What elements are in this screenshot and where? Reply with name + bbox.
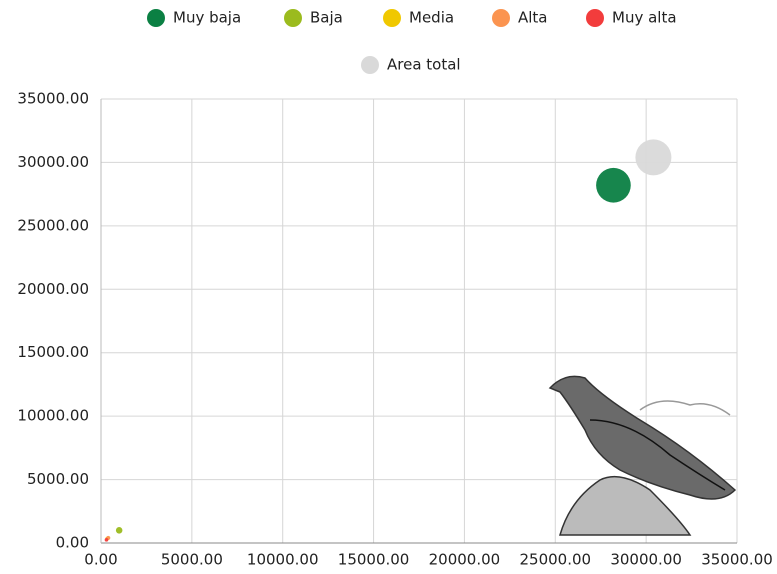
y-tick-label: 10000.00 xyxy=(17,407,89,425)
legend-swatch xyxy=(147,9,165,27)
bubble xyxy=(635,139,672,176)
x-tick-label: 5000.00 xyxy=(161,551,223,569)
bubble xyxy=(104,538,109,542)
legend-label[interactable]: Muy alta xyxy=(612,9,677,27)
legend-label[interactable]: Muy baja xyxy=(173,9,241,27)
bird-illustration xyxy=(548,375,737,536)
legend-label[interactable]: Media xyxy=(409,9,454,27)
y-tick-label: 15000.00 xyxy=(17,343,89,361)
x-tick-label: 15000.00 xyxy=(338,551,410,569)
x-tick-label: 10000.00 xyxy=(247,551,319,569)
x-tick-label: 30000.00 xyxy=(610,551,682,569)
x-tick-label: 0.00 xyxy=(84,551,117,569)
legend-swatch xyxy=(383,9,401,27)
bubble xyxy=(596,167,631,203)
legend-swatch xyxy=(284,9,302,27)
y-tick-label: 0.00 xyxy=(56,534,89,552)
x-tick-label: 20000.00 xyxy=(429,551,501,569)
y-tick-label: 5000.00 xyxy=(27,470,89,488)
y-tick-label: 35000.00 xyxy=(17,90,89,108)
legend-swatch xyxy=(492,9,510,27)
x-tick-label: 35000.00 xyxy=(701,551,773,569)
legend-swatch xyxy=(586,9,604,27)
y-tick-label: 30000.00 xyxy=(17,153,89,171)
legend-label[interactable]: Alta xyxy=(518,9,548,27)
bubble xyxy=(115,527,123,534)
legend-label[interactable]: Baja xyxy=(310,9,343,27)
y-tick-label: 25000.00 xyxy=(17,216,89,234)
y-tick-label: 20000.00 xyxy=(17,280,89,298)
x-tick-label: 25000.00 xyxy=(519,551,591,569)
legend-swatch xyxy=(361,56,379,74)
legend-label[interactable]: Area total xyxy=(387,56,461,74)
